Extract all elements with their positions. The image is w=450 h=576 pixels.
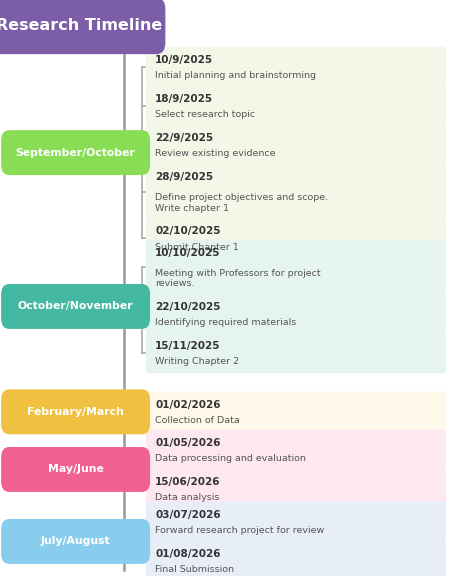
- Text: 10/9/2025: 10/9/2025: [155, 55, 213, 65]
- Text: 15/06/2026: 15/06/2026: [155, 477, 221, 487]
- Text: 01/05/2026: 01/05/2026: [155, 438, 221, 448]
- FancyBboxPatch shape: [146, 469, 446, 509]
- Text: Select research topic: Select research topic: [155, 110, 256, 119]
- Text: Review existing evidence: Review existing evidence: [155, 149, 276, 158]
- Text: 03/07/2026: 03/07/2026: [155, 510, 221, 520]
- Text: May/June: May/June: [48, 464, 104, 475]
- Text: Forward research project for review: Forward research project for review: [155, 526, 324, 535]
- FancyBboxPatch shape: [146, 541, 446, 576]
- Text: February/March: February/March: [27, 407, 124, 417]
- FancyBboxPatch shape: [146, 125, 446, 165]
- Text: September/October: September/October: [16, 147, 135, 158]
- Text: Define project objectives and scope.
Write chapter 1: Define project objectives and scope. Wri…: [155, 193, 328, 213]
- Text: 18/9/2025: 18/9/2025: [155, 94, 213, 104]
- FancyBboxPatch shape: [1, 130, 150, 175]
- Text: Initial planning and brainstorming: Initial planning and brainstorming: [155, 71, 316, 80]
- Text: Collection of Data: Collection of Data: [155, 416, 240, 425]
- Text: October/November: October/November: [18, 301, 133, 312]
- FancyBboxPatch shape: [1, 519, 150, 564]
- FancyBboxPatch shape: [1, 447, 150, 492]
- FancyBboxPatch shape: [146, 47, 446, 87]
- Text: Data processing and evaluation: Data processing and evaluation: [155, 454, 306, 463]
- Text: Writing Chapter 2: Writing Chapter 2: [155, 357, 239, 366]
- Text: 15/11/2025: 15/11/2025: [155, 341, 221, 351]
- FancyBboxPatch shape: [146, 333, 446, 373]
- FancyBboxPatch shape: [146, 164, 446, 219]
- Text: 22/9/2025: 22/9/2025: [155, 133, 213, 143]
- Text: 10/10/2025: 10/10/2025: [155, 248, 221, 257]
- FancyBboxPatch shape: [146, 294, 446, 334]
- FancyBboxPatch shape: [0, 0, 165, 54]
- Text: Data analysis: Data analysis: [155, 493, 220, 502]
- FancyBboxPatch shape: [1, 284, 150, 329]
- Text: Research Timeline: Research Timeline: [0, 18, 162, 33]
- Text: Identifying required materials: Identifying required materials: [155, 318, 297, 327]
- FancyBboxPatch shape: [146, 240, 446, 295]
- FancyBboxPatch shape: [146, 502, 446, 542]
- FancyBboxPatch shape: [146, 218, 446, 259]
- Text: 01/08/2026: 01/08/2026: [155, 549, 221, 559]
- FancyBboxPatch shape: [146, 86, 446, 126]
- Text: Meeting with Professors for project
reviews.: Meeting with Professors for project revi…: [155, 268, 321, 288]
- Text: 01/02/2026: 01/02/2026: [155, 400, 221, 410]
- Text: Submit Chapter 1: Submit Chapter 1: [155, 242, 239, 252]
- FancyBboxPatch shape: [146, 392, 446, 432]
- Text: 02/10/2025: 02/10/2025: [155, 226, 221, 236]
- FancyBboxPatch shape: [1, 389, 150, 434]
- Text: 22/10/2025: 22/10/2025: [155, 302, 221, 312]
- FancyBboxPatch shape: [146, 430, 446, 470]
- Text: July/August: July/August: [41, 536, 110, 547]
- Text: 28/9/2025: 28/9/2025: [155, 172, 213, 182]
- Text: Final Submission: Final Submission: [155, 565, 234, 574]
